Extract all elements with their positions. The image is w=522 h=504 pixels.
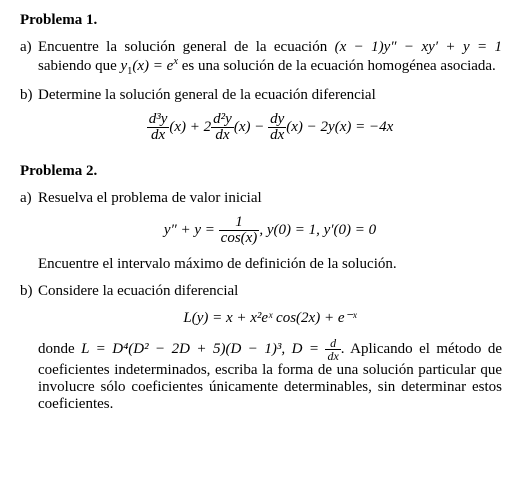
- problem-2-title: Problema 2.: [20, 163, 502, 180]
- text: Encuentre la solución general de la ecua…: [38, 39, 335, 55]
- problem-1-part-b: b) Determine la solución general de la e…: [20, 87, 502, 153]
- frac: d³ydx: [147, 112, 170, 143]
- eq-sep: ,: [259, 222, 267, 238]
- page: Problema 1. a) Encuentre la solución gen…: [0, 0, 522, 413]
- text: donde: [38, 341, 81, 357]
- display-eq: L(y) = x + x²eˣ cos(2x) + e⁻ˣ: [38, 308, 502, 327]
- num: dy: [268, 112, 286, 128]
- part-body: Considere la ecuación diferencial L(y) =…: [38, 283, 502, 413]
- problem-2-part-a: a) Resuelva el problema de valor inicial…: [20, 190, 502, 273]
- ic1: y(0) = 1,: [267, 222, 324, 238]
- frac: 1cos(x): [219, 215, 260, 246]
- part-body: Resuelva el problema de valor inicial y″…: [38, 190, 502, 273]
- text: es una solución de la ecuación homogénea…: [178, 58, 496, 74]
- part-label: b): [20, 87, 38, 153]
- inline-eq: (x − 1)y″ − xy′ + y = 1: [335, 39, 502, 55]
- den: dx: [211, 128, 234, 143]
- text: Determine la solución general de la ecua…: [38, 87, 376, 103]
- den: dx: [268, 128, 286, 143]
- eq-text: (x) − 2y(x) = −4x: [286, 119, 393, 135]
- problem-1-part-a: a) Encuentre la solución general de la e…: [20, 39, 502, 77]
- den: dx: [147, 128, 170, 143]
- frac: d²ydx: [211, 112, 234, 143]
- den: dx: [325, 350, 340, 362]
- L-expr: L = D⁴(D² − 2D + 5)(D − 1)³, D =: [81, 341, 325, 357]
- part-label: a): [20, 190, 38, 273]
- num: d²y: [211, 112, 234, 128]
- frac: ddx: [325, 337, 340, 362]
- ic2: y′(0) = 0: [324, 222, 377, 238]
- text: Considere la ecuación diferencial: [38, 283, 238, 299]
- problem-2-part-b: b) Considere la ecuación diferencial L(y…: [20, 283, 502, 413]
- display-eq: d³ydx(x) + 2d²ydx(x) − dydx(x) − 2y(x) =…: [38, 112, 502, 143]
- part-label: a): [20, 39, 38, 77]
- part-body: Encuentre la solución general de la ecua…: [38, 39, 502, 77]
- num: d³y: [147, 112, 170, 128]
- display-eq: y″ + y = 1cos(x), y(0) = 1, y′(0) = 0: [38, 215, 502, 246]
- eq-text: (x) −: [234, 119, 268, 135]
- y1-arg: (x) = e: [132, 58, 173, 74]
- text: Resuelva el problema de valor inicial: [38, 190, 262, 206]
- eq-text: (x) + 2: [169, 119, 211, 135]
- text: sabiendo que: [38, 58, 120, 74]
- num: 1: [219, 215, 260, 231]
- eq-lhs: y″ + y =: [164, 222, 219, 238]
- problem-1-title: Problema 1.: [20, 12, 502, 29]
- part-body: Determine la solución general de la ecua…: [38, 87, 502, 153]
- frac: dydx: [268, 112, 286, 143]
- den: cos(x): [219, 231, 260, 246]
- text: Encuentre el intervalo máximo de definic…: [38, 256, 397, 272]
- part-label: b): [20, 283, 38, 413]
